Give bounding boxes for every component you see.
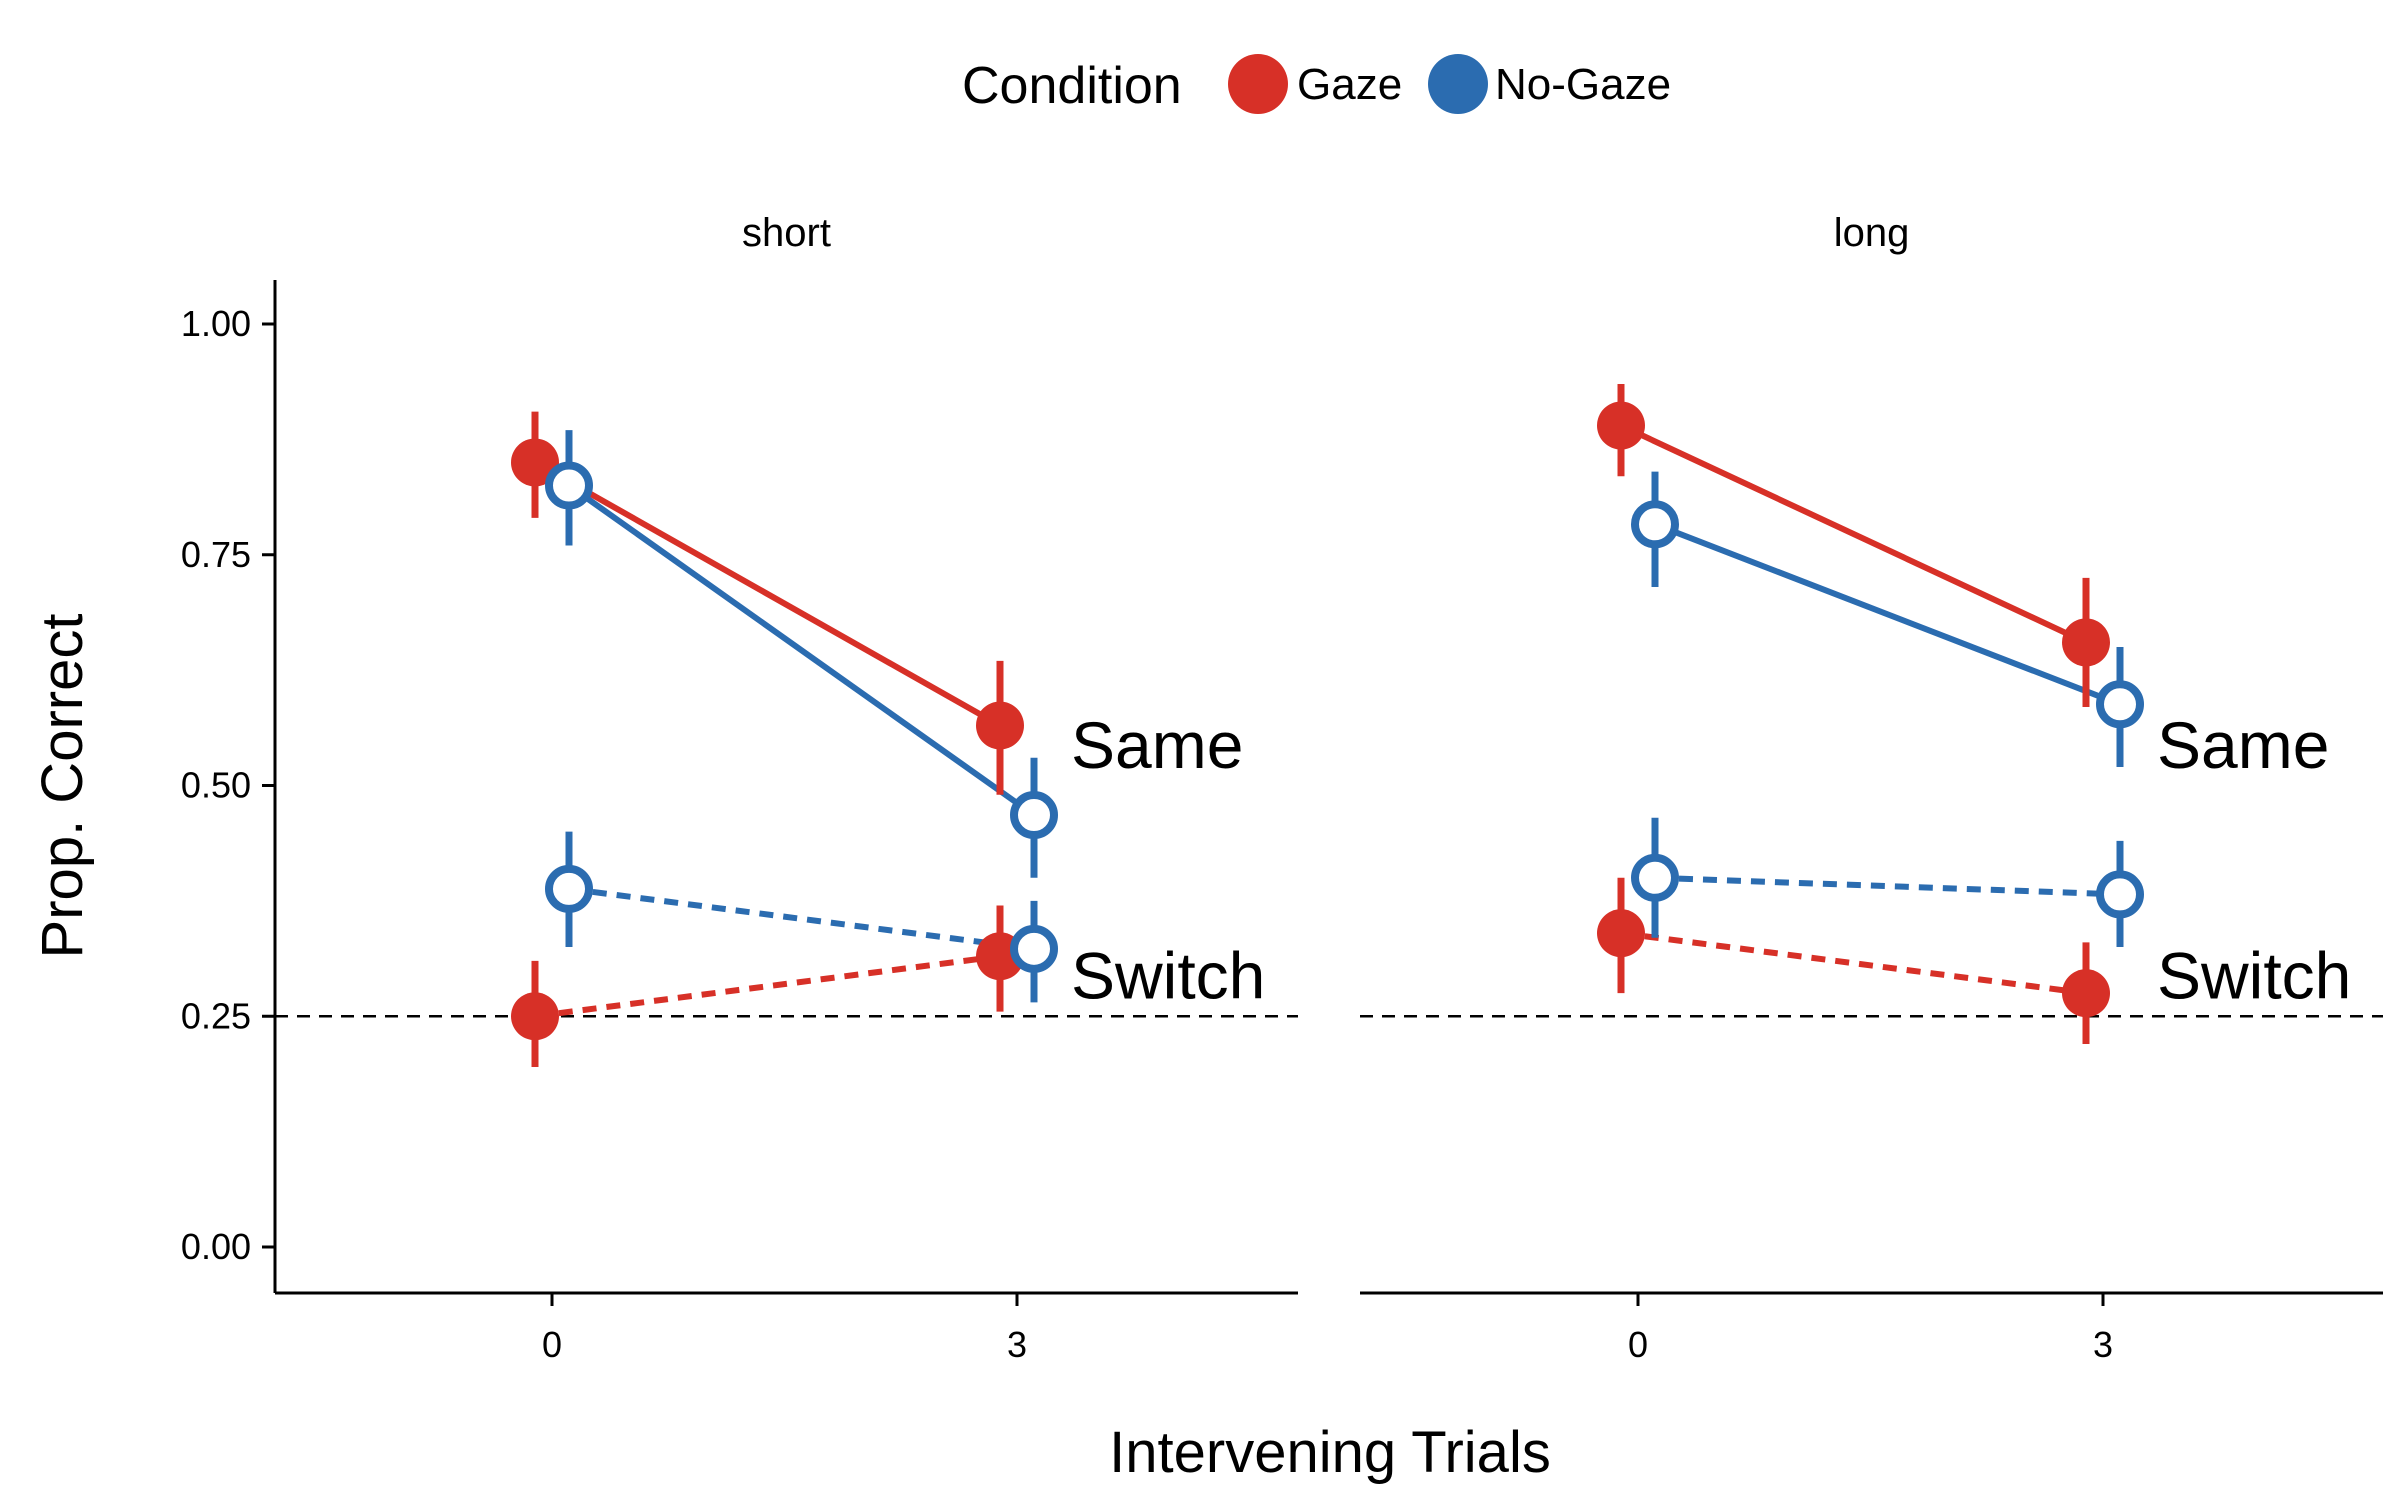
data-point-no-gaze-same: [545, 461, 593, 510]
y-tick-label: 0.25: [181, 995, 251, 1036]
legend-label-gaze: Gaze: [1297, 60, 1402, 109]
data-point-no-gaze-switch: [1631, 853, 1679, 902]
legend-swatch-gaze: [1228, 54, 1288, 114]
y-tick-label: 0.75: [181, 534, 251, 575]
data-point-gaze-same: [2062, 618, 2110, 667]
x-tick-label: 3: [1007, 1324, 1027, 1365]
y-tick-label: 0.00: [181, 1226, 251, 1267]
series-line-gaze-same: [533, 459, 1002, 729]
series-line-no-gaze-same: [567, 483, 1036, 818]
panel-title-long: long: [1834, 211, 1910, 255]
data-point-no-gaze-switch: [2096, 870, 2144, 919]
x-tick-label: 0: [542, 1324, 562, 1365]
series-line-gaze-same: [1619, 422, 2088, 646]
data-point-gaze-same: [511, 438, 559, 487]
data-point-no-gaze-same: [2096, 680, 2144, 729]
annotation-switch: Switch: [1071, 939, 1265, 1013]
data-point-gaze-same: [976, 701, 1024, 750]
annotation-switch: Switch: [2157, 939, 2351, 1013]
data-point-no-gaze-switch: [545, 864, 593, 913]
data-point-gaze-switch: [1597, 909, 1645, 958]
data-point-gaze-switch: [2062, 969, 2110, 1018]
series-line-no-gaze-same: [1653, 521, 2122, 708]
legend-label-no-gaze: No-Gaze: [1495, 60, 1671, 109]
y-tick-label: 1.00: [181, 303, 251, 344]
annotation-same: Same: [1071, 708, 1243, 782]
panel-long: long 0 3 Same Switch: [1360, 211, 2383, 1365]
x-axis-title: Intervening Trials: [1109, 1420, 1551, 1485]
panel-short: short 0 3 0.00 0.25 0.50 0.75 1.00 Same Switch: [181, 211, 1298, 1365]
series-line-no-gaze-switch: [568, 885, 1035, 952]
data-point-gaze-same: [1597, 401, 1645, 450]
annotation-same: Same: [2157, 708, 2329, 782]
data-point-no-gaze-same: [1010, 791, 1058, 840]
y-axis-title: Prop. Correct: [30, 614, 95, 959]
series-line-no-gaze-switch: [1654, 874, 2121, 898]
data-point-gaze-switch: [511, 992, 559, 1041]
legend-swatch-no-gaze: [1428, 54, 1488, 114]
x-tick-label: 0: [1628, 1324, 1648, 1365]
panel-title-short: short: [742, 211, 831, 255]
data-point-no-gaze-same: [1631, 500, 1679, 549]
series-line-gaze-switch: [1620, 930, 2087, 997]
x-tick-label: 3: [2093, 1324, 2113, 1365]
legend-title: Condition: [962, 57, 1182, 115]
y-tick-label: 0.50: [181, 765, 251, 806]
legend: Condition Gaze No-Gaze: [962, 54, 1671, 115]
data-point-no-gaze-switch: [1010, 924, 1058, 973]
series-line-gaze-switch: [534, 953, 1001, 1020]
